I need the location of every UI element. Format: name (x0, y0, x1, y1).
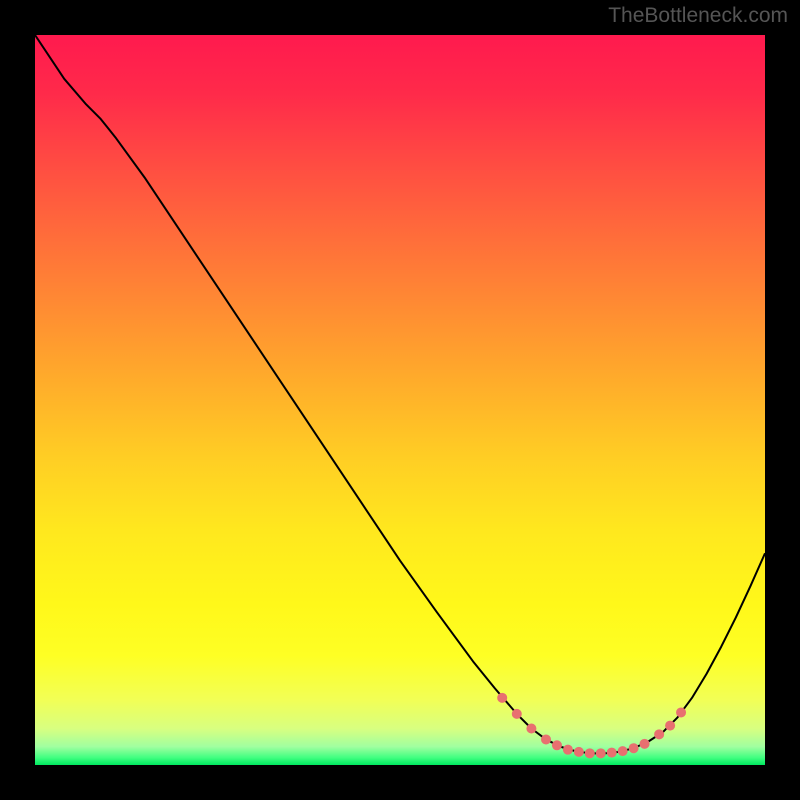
chart-svg (35, 35, 765, 765)
watermark-text: TheBottleneck.com (608, 4, 788, 28)
chart-area (35, 35, 765, 765)
